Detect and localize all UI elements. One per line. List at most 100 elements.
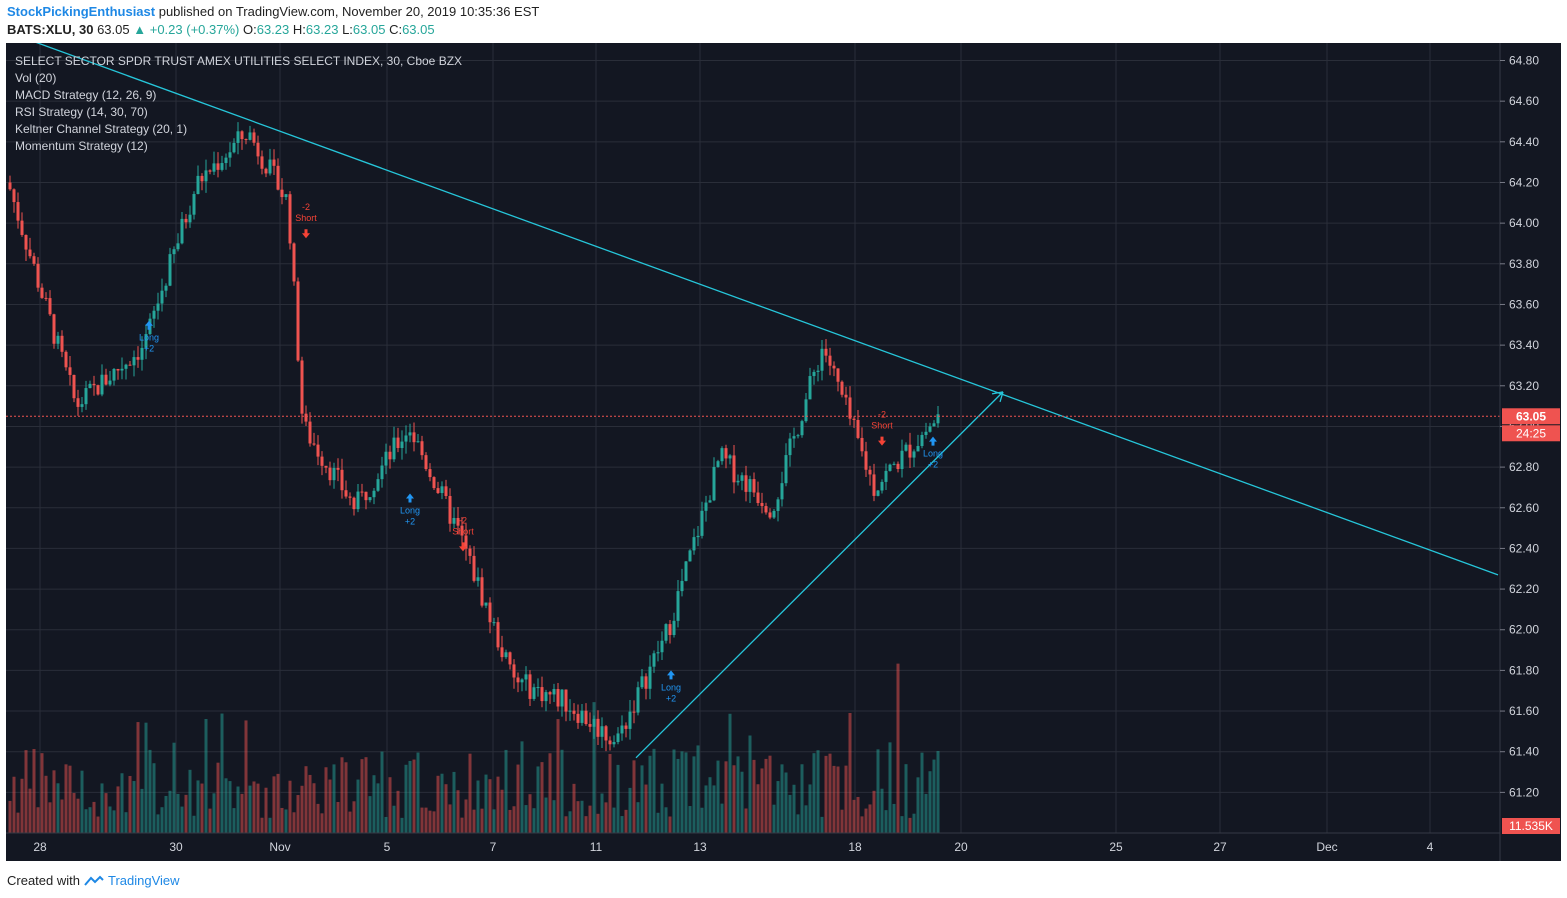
signal-qty-label: +2 — [666, 693, 676, 703]
volume-bar — [780, 764, 784, 833]
short-arrow-icon — [302, 229, 310, 239]
candle-body — [808, 376, 812, 400]
candle-body — [904, 444, 908, 451]
volume-bar — [500, 789, 504, 833]
candle-body — [688, 550, 692, 562]
candle-body — [328, 467, 332, 481]
volume-bar — [704, 785, 708, 833]
price-tick-label: 63.40 — [1509, 338, 1539, 352]
candle-body — [612, 742, 616, 745]
time-tick-label: Nov — [269, 840, 290, 854]
candle-body — [556, 689, 560, 707]
candle-body — [264, 168, 268, 174]
candle-body — [816, 370, 820, 372]
candle-body — [252, 132, 256, 143]
candle-body — [704, 502, 708, 511]
candle-body — [232, 142, 236, 153]
volume-bar — [156, 814, 160, 833]
volume-bar — [736, 756, 740, 833]
candle-body — [636, 687, 640, 713]
volume-bar — [876, 749, 880, 833]
time-tick-label: 27 — [1213, 840, 1227, 854]
candle-body — [380, 465, 384, 480]
candle-body — [80, 404, 84, 407]
time-tick-label: 20 — [954, 840, 968, 854]
candle-body — [420, 441, 424, 456]
candle-body — [928, 426, 932, 432]
candle-body — [132, 357, 136, 366]
candle-body — [272, 159, 276, 166]
candle-body — [376, 479, 380, 491]
candle-body — [312, 443, 316, 445]
author-link[interactable]: StockPickingEnthusiast — [7, 4, 156, 19]
candle-body — [588, 724, 592, 727]
tradingview-link[interactable]: TradingView — [107, 873, 180, 888]
candle-body — [604, 726, 608, 741]
volume-bar — [116, 786, 120, 833]
candle-body — [652, 653, 656, 667]
volume-bar — [420, 807, 424, 833]
price-tick-label: 61.60 — [1509, 704, 1539, 718]
candle-body — [276, 165, 280, 190]
volume-bar — [384, 816, 388, 833]
candle-body — [720, 448, 724, 462]
candle-body — [172, 249, 176, 255]
volume-bar — [104, 793, 108, 833]
volume-bar — [392, 805, 396, 833]
candle-body — [32, 256, 36, 264]
volume-bar — [448, 804, 452, 833]
volume-bar — [332, 764, 336, 833]
candle-body — [744, 475, 748, 492]
price-tick-label: 64.00 — [1509, 216, 1539, 230]
volume-bar — [544, 797, 548, 833]
price-tick-label: 63.80 — [1509, 257, 1539, 271]
volume-bar — [720, 803, 724, 833]
volume-bar — [588, 805, 592, 833]
volume-bar — [868, 804, 872, 833]
volume-bar — [924, 793, 928, 833]
candle-body — [696, 535, 700, 538]
volume-bar — [568, 811, 572, 833]
volume-bar — [28, 788, 32, 833]
volume-bar — [124, 812, 128, 833]
volume-bar — [628, 787, 632, 833]
volume-bar — [172, 742, 176, 833]
volume-bar — [268, 817, 272, 833]
price-tick-label: 62.20 — [1509, 582, 1539, 596]
candle-body — [516, 677, 520, 683]
candle-body — [320, 456, 324, 466]
candle-body — [140, 347, 144, 360]
footer: Created with TradingView — [7, 873, 180, 888]
candle-body — [356, 491, 360, 510]
candle-body — [572, 710, 576, 714]
candle-body — [336, 467, 340, 470]
volume-bar — [812, 753, 816, 833]
volume-bar — [904, 764, 908, 833]
volume-bar — [196, 780, 200, 833]
candle-body — [184, 218, 188, 223]
candle-body — [308, 421, 312, 444]
candle-body — [160, 290, 164, 304]
price-axis[interactable] — [1500, 43, 1561, 861]
countdown-tag-label: 24:25 — [1516, 426, 1546, 440]
volume-bar — [276, 773, 280, 833]
volume-bar — [288, 780, 292, 833]
candle-body — [284, 194, 288, 198]
signal-type-label: Short — [871, 421, 893, 431]
volume-bar — [840, 809, 844, 833]
volume-bar — [608, 753, 612, 833]
candle-body — [472, 555, 476, 581]
volume-bar — [148, 749, 152, 833]
candle-body — [680, 580, 684, 592]
candle-body — [756, 492, 760, 504]
legend-item: Vol (20) — [15, 71, 56, 85]
candle-body — [768, 512, 772, 518]
volume-tag — [1502, 818, 1560, 834]
volume-bar — [32, 749, 36, 833]
volume-bar — [16, 812, 20, 833]
volume-bar — [784, 772, 788, 833]
candle-body — [876, 490, 880, 496]
support-trendline — [635, 391, 1004, 759]
candle-body — [212, 163, 216, 172]
